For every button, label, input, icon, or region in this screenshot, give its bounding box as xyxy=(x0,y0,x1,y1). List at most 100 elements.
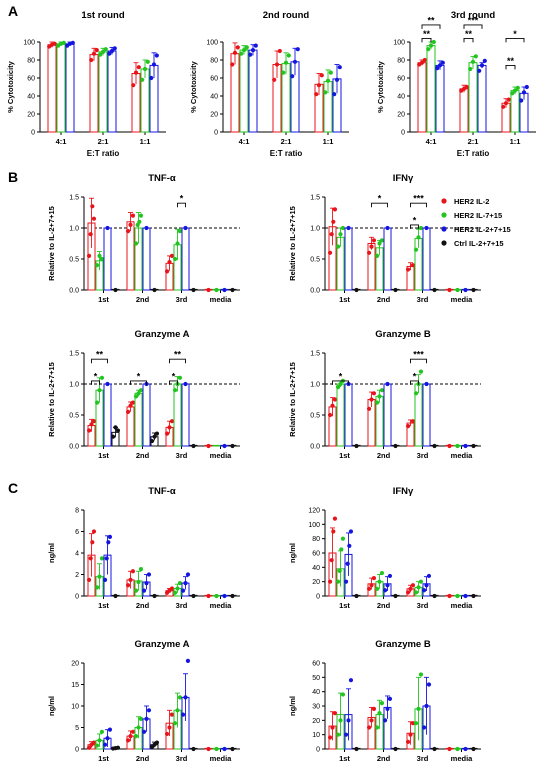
data-point xyxy=(519,98,524,103)
significance-bracket xyxy=(91,358,108,364)
data-point xyxy=(410,263,416,268)
significance-label: * xyxy=(413,215,417,225)
data-point xyxy=(387,696,393,701)
data-point xyxy=(172,388,178,393)
y-tick-label: 1.0 xyxy=(310,382,320,389)
x-tick-label: 3rd xyxy=(176,601,188,610)
x-tick-label: 3rd xyxy=(417,451,429,460)
data-point xyxy=(172,590,178,595)
data-point xyxy=(424,583,429,588)
data-point xyxy=(295,47,300,52)
data-point xyxy=(337,65,342,70)
data-point xyxy=(230,593,235,599)
data-point xyxy=(319,73,324,78)
legend-marker xyxy=(441,212,447,218)
data-point xyxy=(316,83,322,88)
data-point xyxy=(468,66,473,72)
data-point xyxy=(471,287,476,293)
data-point xyxy=(102,742,108,747)
significance-label: ** xyxy=(423,29,431,39)
data-point xyxy=(110,434,116,439)
data-point xyxy=(97,253,102,258)
legend-label: HER2 IL-7+15 xyxy=(454,211,502,220)
y-tick-label: 100 xyxy=(206,40,218,47)
data-point xyxy=(379,238,385,243)
bar xyxy=(426,45,436,133)
y-tick-label: 0.0 xyxy=(69,288,79,295)
data-point xyxy=(137,219,142,224)
significance-bracket xyxy=(169,380,178,385)
chart-title: IFNγ xyxy=(393,486,414,497)
chart-b1: TNF-α 0.0 0.5 1.0 1.5 Relative to IL-2+7+15 1s… xyxy=(47,173,240,304)
data-point xyxy=(107,727,113,732)
y-tick-label: 30 xyxy=(312,704,320,711)
data-point xyxy=(91,740,97,745)
data-point xyxy=(329,558,334,563)
data-point xyxy=(413,590,419,595)
data-point xyxy=(435,66,440,71)
data-point xyxy=(109,48,115,54)
data-point xyxy=(328,70,333,75)
data-point xyxy=(177,581,183,586)
chart-c3: Granzyme A 0 5 10 15 20 ng/ml 1st 2nd 3rd media xyxy=(47,639,240,762)
y-tick-label: 100 xyxy=(393,40,405,47)
data-point xyxy=(172,256,178,262)
x-tick-label: 3rd xyxy=(417,295,429,304)
data-point xyxy=(440,60,445,65)
data-point xyxy=(142,66,148,72)
y-tick-label: 20 xyxy=(312,718,320,725)
data-point xyxy=(222,443,227,449)
x-tick-label: 2nd xyxy=(136,601,150,610)
data-point xyxy=(337,568,342,574)
data-point xyxy=(503,101,509,106)
significance-bracket xyxy=(410,224,419,229)
bar xyxy=(422,383,431,447)
data-point xyxy=(113,425,118,430)
y-axis-label: ng/ml xyxy=(288,543,297,563)
chart-title: 3rd round xyxy=(451,10,496,21)
bar xyxy=(510,90,520,133)
significance-bracket xyxy=(177,202,186,208)
data-point xyxy=(94,48,99,53)
data-point xyxy=(418,369,424,374)
data-point xyxy=(455,287,460,293)
data-point xyxy=(281,70,286,75)
data-point xyxy=(286,53,291,58)
chart-title: TNF-α xyxy=(148,173,176,184)
data-point xyxy=(206,287,211,293)
bar xyxy=(422,227,431,291)
significance-label: * xyxy=(378,194,382,204)
x-tick-label: 3rd xyxy=(417,601,429,610)
significance-bracket xyxy=(169,358,186,364)
bar xyxy=(56,43,66,133)
data-point xyxy=(424,703,429,709)
data-point xyxy=(144,581,149,586)
data-point xyxy=(145,59,150,64)
data-point xyxy=(405,739,411,744)
x-tick-label: media xyxy=(451,295,474,304)
bar xyxy=(435,64,445,133)
x-tick-label: 2:1 xyxy=(98,137,109,146)
data-point xyxy=(418,579,424,584)
data-point xyxy=(345,561,350,566)
data-point xyxy=(154,740,160,745)
chart-title: Granzyme A xyxy=(134,639,189,650)
data-point xyxy=(164,431,170,436)
data-point xyxy=(385,706,390,711)
data-point xyxy=(89,422,94,427)
data-point xyxy=(164,731,170,737)
data-point xyxy=(405,590,411,595)
data-point xyxy=(167,260,172,265)
x-tick-label: 2nd xyxy=(136,754,150,762)
data-point xyxy=(130,729,136,734)
data-point xyxy=(232,50,238,55)
y-tick-label: 0 xyxy=(401,130,405,137)
data-point xyxy=(206,593,211,599)
data-point xyxy=(332,711,338,716)
data-point xyxy=(339,547,344,552)
data-point xyxy=(455,443,460,449)
data-point xyxy=(371,238,377,243)
x-tick-label: 1st xyxy=(98,451,109,460)
data-point xyxy=(447,593,452,599)
